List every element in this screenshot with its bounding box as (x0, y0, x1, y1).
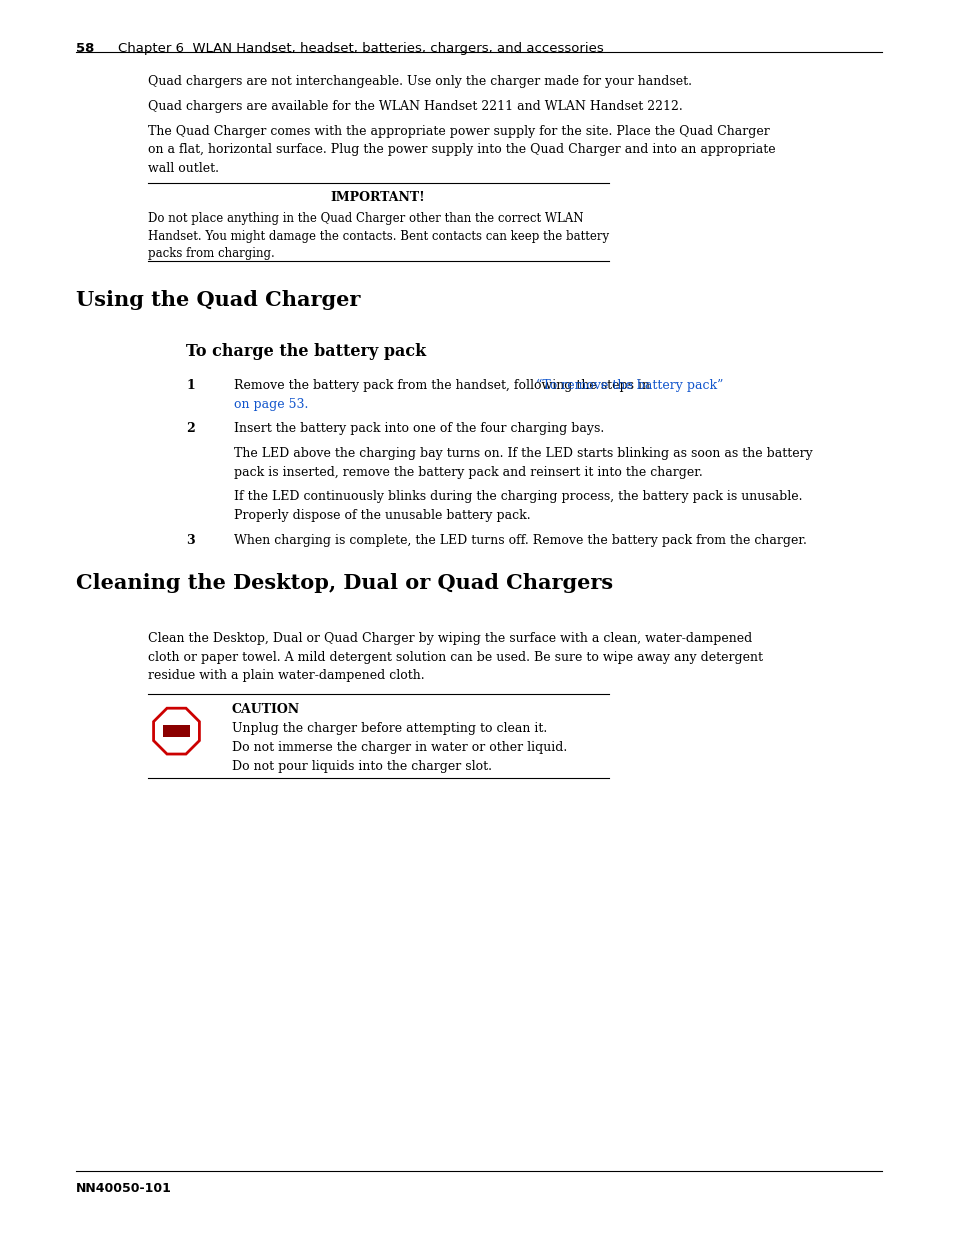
Text: Remove the battery pack from the handset, following the steps in: Remove the battery pack from the handset… (233, 379, 653, 393)
Text: cloth or paper towel. A mild detergent solution can be used. Be sure to wipe awa: cloth or paper towel. A mild detergent s… (148, 651, 762, 664)
Polygon shape (153, 708, 199, 755)
Text: Cleaning the Desktop, Dual or Quad Chargers: Cleaning the Desktop, Dual or Quad Charg… (76, 573, 613, 593)
Text: 2: 2 (186, 422, 194, 436)
Text: 1: 1 (186, 379, 194, 393)
Text: Clean the Desktop, Dual or Quad Charger by wiping the surface with a clean, wate: Clean the Desktop, Dual or Quad Charger … (148, 632, 751, 646)
Text: packs from charging.: packs from charging. (148, 247, 274, 261)
Text: residue with a plain water-dampened cloth.: residue with a plain water-dampened clot… (148, 669, 424, 683)
Text: Quad chargers are not interchangeable. Use only the charger made for your handse: Quad chargers are not interchangeable. U… (148, 75, 691, 89)
Text: on a flat, horizontal surface. Plug the power supply into the Quad Charger and i: on a flat, horizontal surface. Plug the … (148, 143, 775, 157)
Text: The Quad Charger comes with the appropriate power supply for the site. Place the: The Quad Charger comes with the appropri… (148, 125, 769, 138)
Text: “To remove the battery pack”: “To remove the battery pack” (536, 379, 722, 393)
Text: Using the Quad Charger: Using the Quad Charger (76, 290, 360, 310)
Text: When charging is complete, the LED turns off. Remove the battery pack from the c: When charging is complete, the LED turns… (233, 534, 805, 547)
Text: Do not place anything in the Quad Charger other than the correct WLAN: Do not place anything in the Quad Charge… (148, 212, 582, 226)
Text: The LED above the charging bay turns on. If the LED starts blinking as soon as t: The LED above the charging bay turns on.… (233, 447, 812, 461)
Text: pack is inserted, remove the battery pack and reinsert it into the charger.: pack is inserted, remove the battery pac… (233, 466, 701, 479)
Text: Do not pour liquids into the charger slot.: Do not pour liquids into the charger slo… (232, 760, 492, 773)
Text: Insert the battery pack into one of the four charging bays.: Insert the battery pack into one of the … (233, 422, 603, 436)
Text: If the LED continuously blinks during the charging process, the battery pack is : If the LED continuously blinks during th… (233, 490, 801, 504)
Text: Handset. You might damage the contacts. Bent contacts can keep the battery: Handset. You might damage the contacts. … (148, 230, 608, 243)
Text: on page 53.: on page 53. (233, 398, 308, 411)
Text: Unplug the charger before attempting to clean it.: Unplug the charger before attempting to … (232, 722, 546, 736)
Text: To charge the battery pack: To charge the battery pack (186, 343, 426, 361)
Text: NN40050-101: NN40050-101 (76, 1182, 172, 1195)
Text: wall outlet.: wall outlet. (148, 162, 218, 175)
Text: Do not immerse the charger in water or other liquid.: Do not immerse the charger in water or o… (232, 741, 566, 755)
Text: 3: 3 (186, 534, 194, 547)
FancyBboxPatch shape (163, 725, 190, 737)
Text: Quad chargers are available for the WLAN Handset 2211 and WLAN Handset 2212.: Quad chargers are available for the WLAN… (148, 100, 682, 114)
Text: 58: 58 (76, 42, 94, 56)
Text: CAUTION: CAUTION (232, 703, 299, 716)
Text: Properly dispose of the unusable battery pack.: Properly dispose of the unusable battery… (233, 509, 530, 522)
Text: Chapter 6  WLAN Handset, headset, batteries, chargers, and accessories: Chapter 6 WLAN Handset, headset, batteri… (118, 42, 603, 56)
Text: IMPORTANT!: IMPORTANT! (331, 191, 425, 205)
